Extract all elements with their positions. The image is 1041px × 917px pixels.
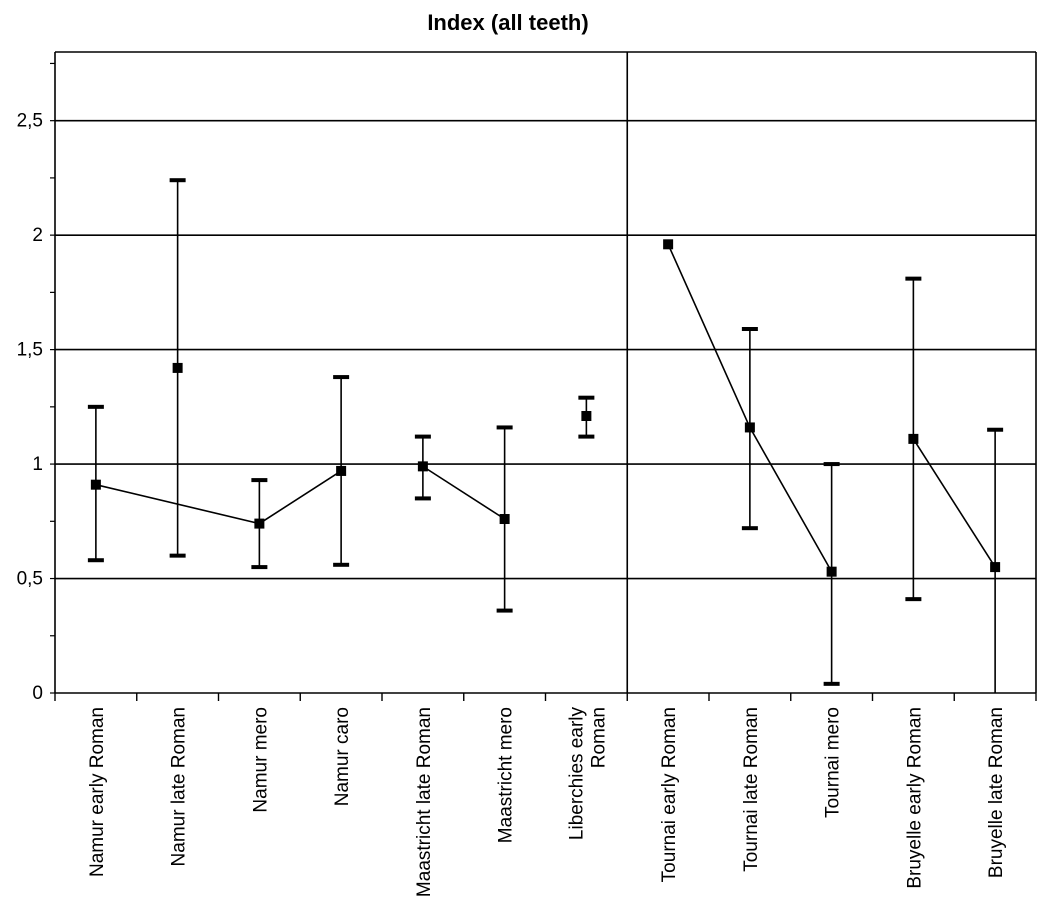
error-cap-lower (251, 565, 268, 570)
data-point (581, 410, 592, 421)
data-point (254, 518, 265, 529)
x-category-label: Tournai early Roman (659, 707, 680, 882)
error-cap-upper (87, 404, 104, 409)
error-cap-upper (987, 427, 1004, 432)
series-lines (95, 243, 996, 573)
x-category-label: Tournai mero (823, 707, 844, 818)
data-points (90, 239, 1001, 577)
x-category-label: Namur mero (250, 707, 271, 813)
error-cap-upper (169, 178, 186, 183)
series-line (422, 465, 506, 520)
error-cap-upper (578, 395, 595, 400)
y-tick-label: 2 (32, 225, 43, 246)
error-cap-upper (414, 434, 431, 439)
x-category-label: Bruyelle late Roman (986, 707, 1007, 878)
data-point (90, 479, 101, 490)
y-tick-label: 0,5 (17, 569, 43, 590)
error-cap-upper (905, 276, 922, 281)
x-axis-labels: Namur early Roman Namur late Roman Namur m… (87, 707, 1007, 898)
x-category-label: Maastricht late Roman (414, 707, 435, 897)
x-category-label: Roman (588, 707, 609, 768)
data-point (499, 514, 510, 525)
y-tick-label: 2,5 (17, 111, 43, 132)
x-category-label: Liberchies early (566, 707, 587, 841)
y-tick-label: 0 (32, 683, 43, 704)
y-axis-ticks: 0 0,5 1 1,5 2 2,5 (17, 62, 55, 704)
error-cap-upper (741, 327, 758, 332)
error-bars (87, 178, 1004, 693)
x-category-label: Bruyelle early Roman (904, 707, 925, 889)
error-cap-lower (578, 434, 595, 439)
error-cap-lower (87, 558, 104, 563)
error-cap-lower (823, 681, 840, 686)
x-category-label: Namur late Roman (169, 707, 190, 866)
error-cap-lower (905, 597, 922, 602)
data-point (663, 239, 674, 250)
error-cap-upper (333, 375, 350, 380)
x-category-label: Namur early Roman (87, 707, 108, 877)
chart-title: Index (all teeth) (427, 10, 588, 35)
error-cap-upper (251, 478, 268, 483)
gridlines (55, 51, 1036, 580)
data-point (744, 422, 755, 433)
series-line (95, 470, 342, 525)
series-line (912, 438, 996, 568)
data-point (908, 433, 919, 444)
error-cap-lower (741, 526, 758, 531)
axes (54, 52, 1037, 701)
error-cap-lower (496, 608, 513, 613)
x-category-label: Namur caro (332, 707, 353, 806)
error-cap-lower (333, 562, 350, 567)
error-cap-upper (823, 462, 840, 467)
error-cap-lower (169, 553, 186, 558)
error-cap-lower (414, 496, 431, 501)
y-tick-label: 1 (32, 454, 43, 475)
data-point (172, 362, 183, 373)
x-category-label: Tournai late Roman (741, 707, 762, 872)
data-point (990, 562, 1001, 573)
x-category-label: Maastricht mero (496, 707, 517, 843)
data-point (417, 461, 428, 472)
y-tick-label: 1,5 (17, 340, 43, 361)
data-point (336, 465, 347, 476)
error-cap-upper (496, 425, 513, 430)
data-point (826, 566, 837, 577)
